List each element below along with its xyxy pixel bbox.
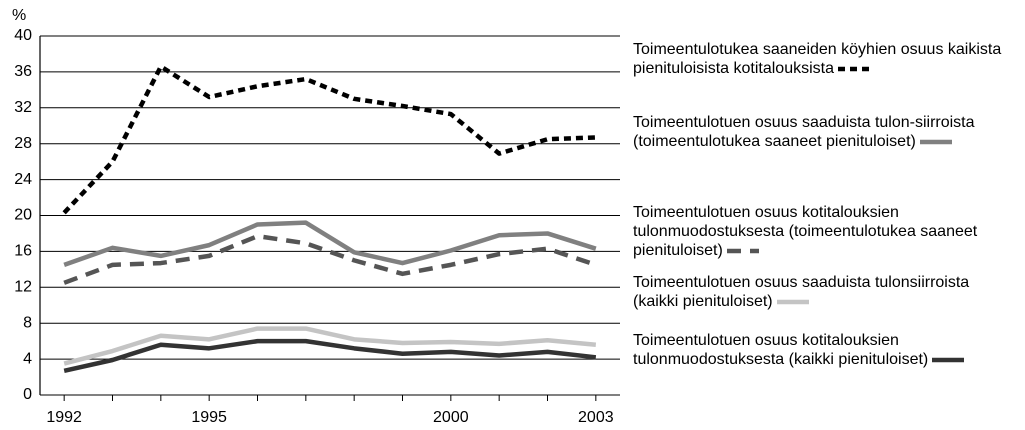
series-line: [63, 326, 597, 366]
series-line: [63, 233, 597, 285]
legend-entry: Toimeentulotukea saaneiden köyhien osuus…: [633, 40, 1013, 78]
chart: % 0 4 8 12 16 20 24 28 32 36 40 1992 1995 2000 2003: [12, 7, 620, 426]
y-axis-label: %: [12, 7, 26, 24]
x-tick-label: 1995: [191, 409, 227, 426]
y-tick-label: 8: [23, 314, 32, 331]
legend-label: Toimeentulotuen osuus kotitalouksien tul…: [633, 204, 978, 259]
y-tick-label: 16: [14, 243, 32, 260]
x-tick-label: 2003: [578, 409, 614, 426]
legend-label: Toimeentulotukea saaneiden köyhien osuus…: [633, 41, 1002, 77]
legend-swatch: [726, 248, 759, 254]
x-tick-label: 1992: [46, 409, 82, 426]
legend-swatch: [838, 66, 870, 72]
legend-swatch: [932, 357, 965, 363]
series-line: [63, 220, 597, 267]
legend: Toimeentulotukea saaneiden köyhien osuus…: [633, 0, 1025, 430]
y-tick-label: 28: [14, 135, 32, 152]
legend-entry: Toimeentulotuen osuus kotitalouksien tul…: [633, 203, 1013, 260]
y-tick-label: 0: [23, 386, 32, 403]
legend-entry: Toimeentulotuen osuus saaduista tulonsii…: [633, 273, 1013, 311]
y-tick-label: 40: [14, 27, 32, 44]
legend-label: Toimeentulotuen osuus kotitalouksien tul…: [633, 332, 929, 368]
legend-entry: Toimeentulotuen osuus saaduista tulon-si…: [633, 113, 1013, 151]
y-tick-label: 4: [23, 350, 32, 367]
legend-entry: Toimeentulotuen osuus kotitalouksien tul…: [633, 331, 1013, 369]
legend-label: Toimeentulotuen osuus saaduista tulonsii…: [633, 274, 970, 310]
y-tick-label: 12: [14, 279, 32, 296]
y-tick-label: 36: [14, 63, 32, 80]
legend-swatch: [919, 139, 952, 145]
y-tick-label: 24: [14, 171, 32, 188]
legend-label: Toimeentulotuen osuus saaduista tulon-si…: [633, 114, 975, 150]
y-tick-label: 32: [14, 99, 32, 116]
legend-swatch: [776, 299, 809, 305]
y-tick-label: 20: [14, 207, 32, 224]
x-tick-label: 2000: [433, 409, 469, 426]
series-line: [62, 64, 596, 215]
series-line: [63, 338, 597, 373]
